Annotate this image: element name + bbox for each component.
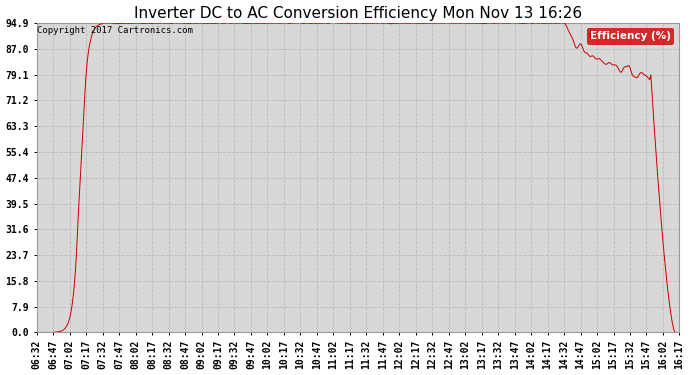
Text: Copyright 2017 Cartronics.com: Copyright 2017 Cartronics.com <box>37 26 193 35</box>
Title: Inverter DC to AC Conversion Efficiency Mon Nov 13 16:26: Inverter DC to AC Conversion Efficiency … <box>134 6 582 21</box>
Legend: Efficiency (%): Efficiency (%) <box>587 28 674 45</box>
